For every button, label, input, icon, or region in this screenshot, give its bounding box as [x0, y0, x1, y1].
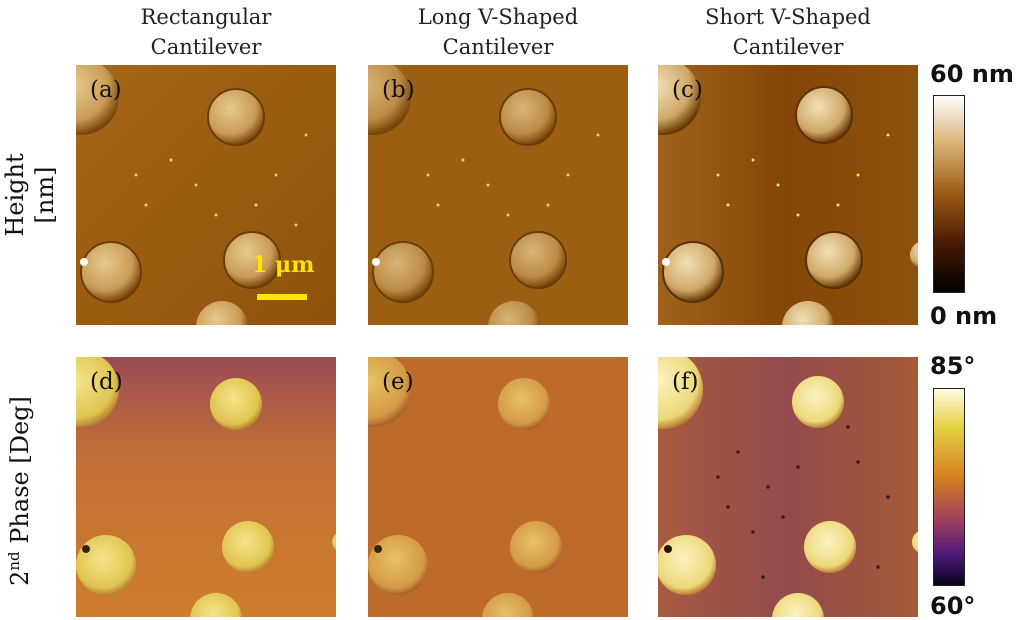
row-label-sup: nd [5, 551, 23, 571]
panel-label: (c) [672, 77, 703, 103]
column-title-short-v: Short V-Shaped Cantilever [658, 2, 918, 62]
row-label-pre: 2 [6, 570, 34, 586]
scalebar-label: 1 μm [252, 252, 315, 278]
phase-colorbar [933, 388, 965, 586]
panel-f-phase-short-v: (f) [658, 357, 918, 617]
height-colorbar-max-label: 60 nm [930, 60, 1014, 88]
phase-colorbar-max-label: 85° [930, 352, 976, 380]
height-colorbar-min-label: 0 nm [930, 302, 998, 330]
column-title-line: Cantilever [150, 35, 262, 59]
panel-label: (f) [672, 369, 699, 395]
row-label-phase: 2nd Phase [Deg] [0, 371, 35, 611]
panel-c-height-short-v: (c) [658, 65, 918, 325]
panel-a-height-rectangular: (a) [76, 65, 336, 325]
afm-phase-image [658, 357, 918, 617]
column-title-long-v: Long V-Shaped Cantilever [368, 2, 628, 62]
afm-phase-image [368, 357, 628, 617]
panel-label: (e) [382, 369, 414, 395]
afm-height-image [368, 65, 628, 325]
column-title-rectangular: Rectangular Cantilever [76, 2, 336, 62]
panel-e-phase-long-v: (e) [368, 357, 628, 617]
row-label-line: [nm] [31, 166, 59, 224]
column-title-line: Cantilever [732, 35, 844, 59]
afm-phase-image [76, 357, 336, 617]
panel-label: (a) [90, 77, 122, 103]
panel-b-height-long-v: (b) [368, 65, 628, 325]
panel-label: (b) [382, 77, 415, 103]
row-label-height: Height [nm] [0, 115, 60, 275]
column-title-line: Long V-Shaped [417, 5, 579, 29]
height-colorbar [933, 95, 965, 293]
row-label-line: Height [1, 153, 29, 237]
scalebar [257, 294, 307, 300]
column-title-line: Short V-Shaped [705, 5, 871, 29]
panel-label: (d) [90, 369, 123, 395]
row-label-post: Phase [Deg] [6, 396, 34, 552]
column-title-line: Rectangular [140, 5, 272, 29]
panel-d-phase-rectangular: (d) [76, 357, 336, 617]
phase-colorbar-min-label: 60° [930, 592, 976, 620]
afm-height-image [76, 65, 336, 325]
column-title-line: Cantilever [442, 35, 554, 59]
afm-height-image [658, 65, 918, 325]
